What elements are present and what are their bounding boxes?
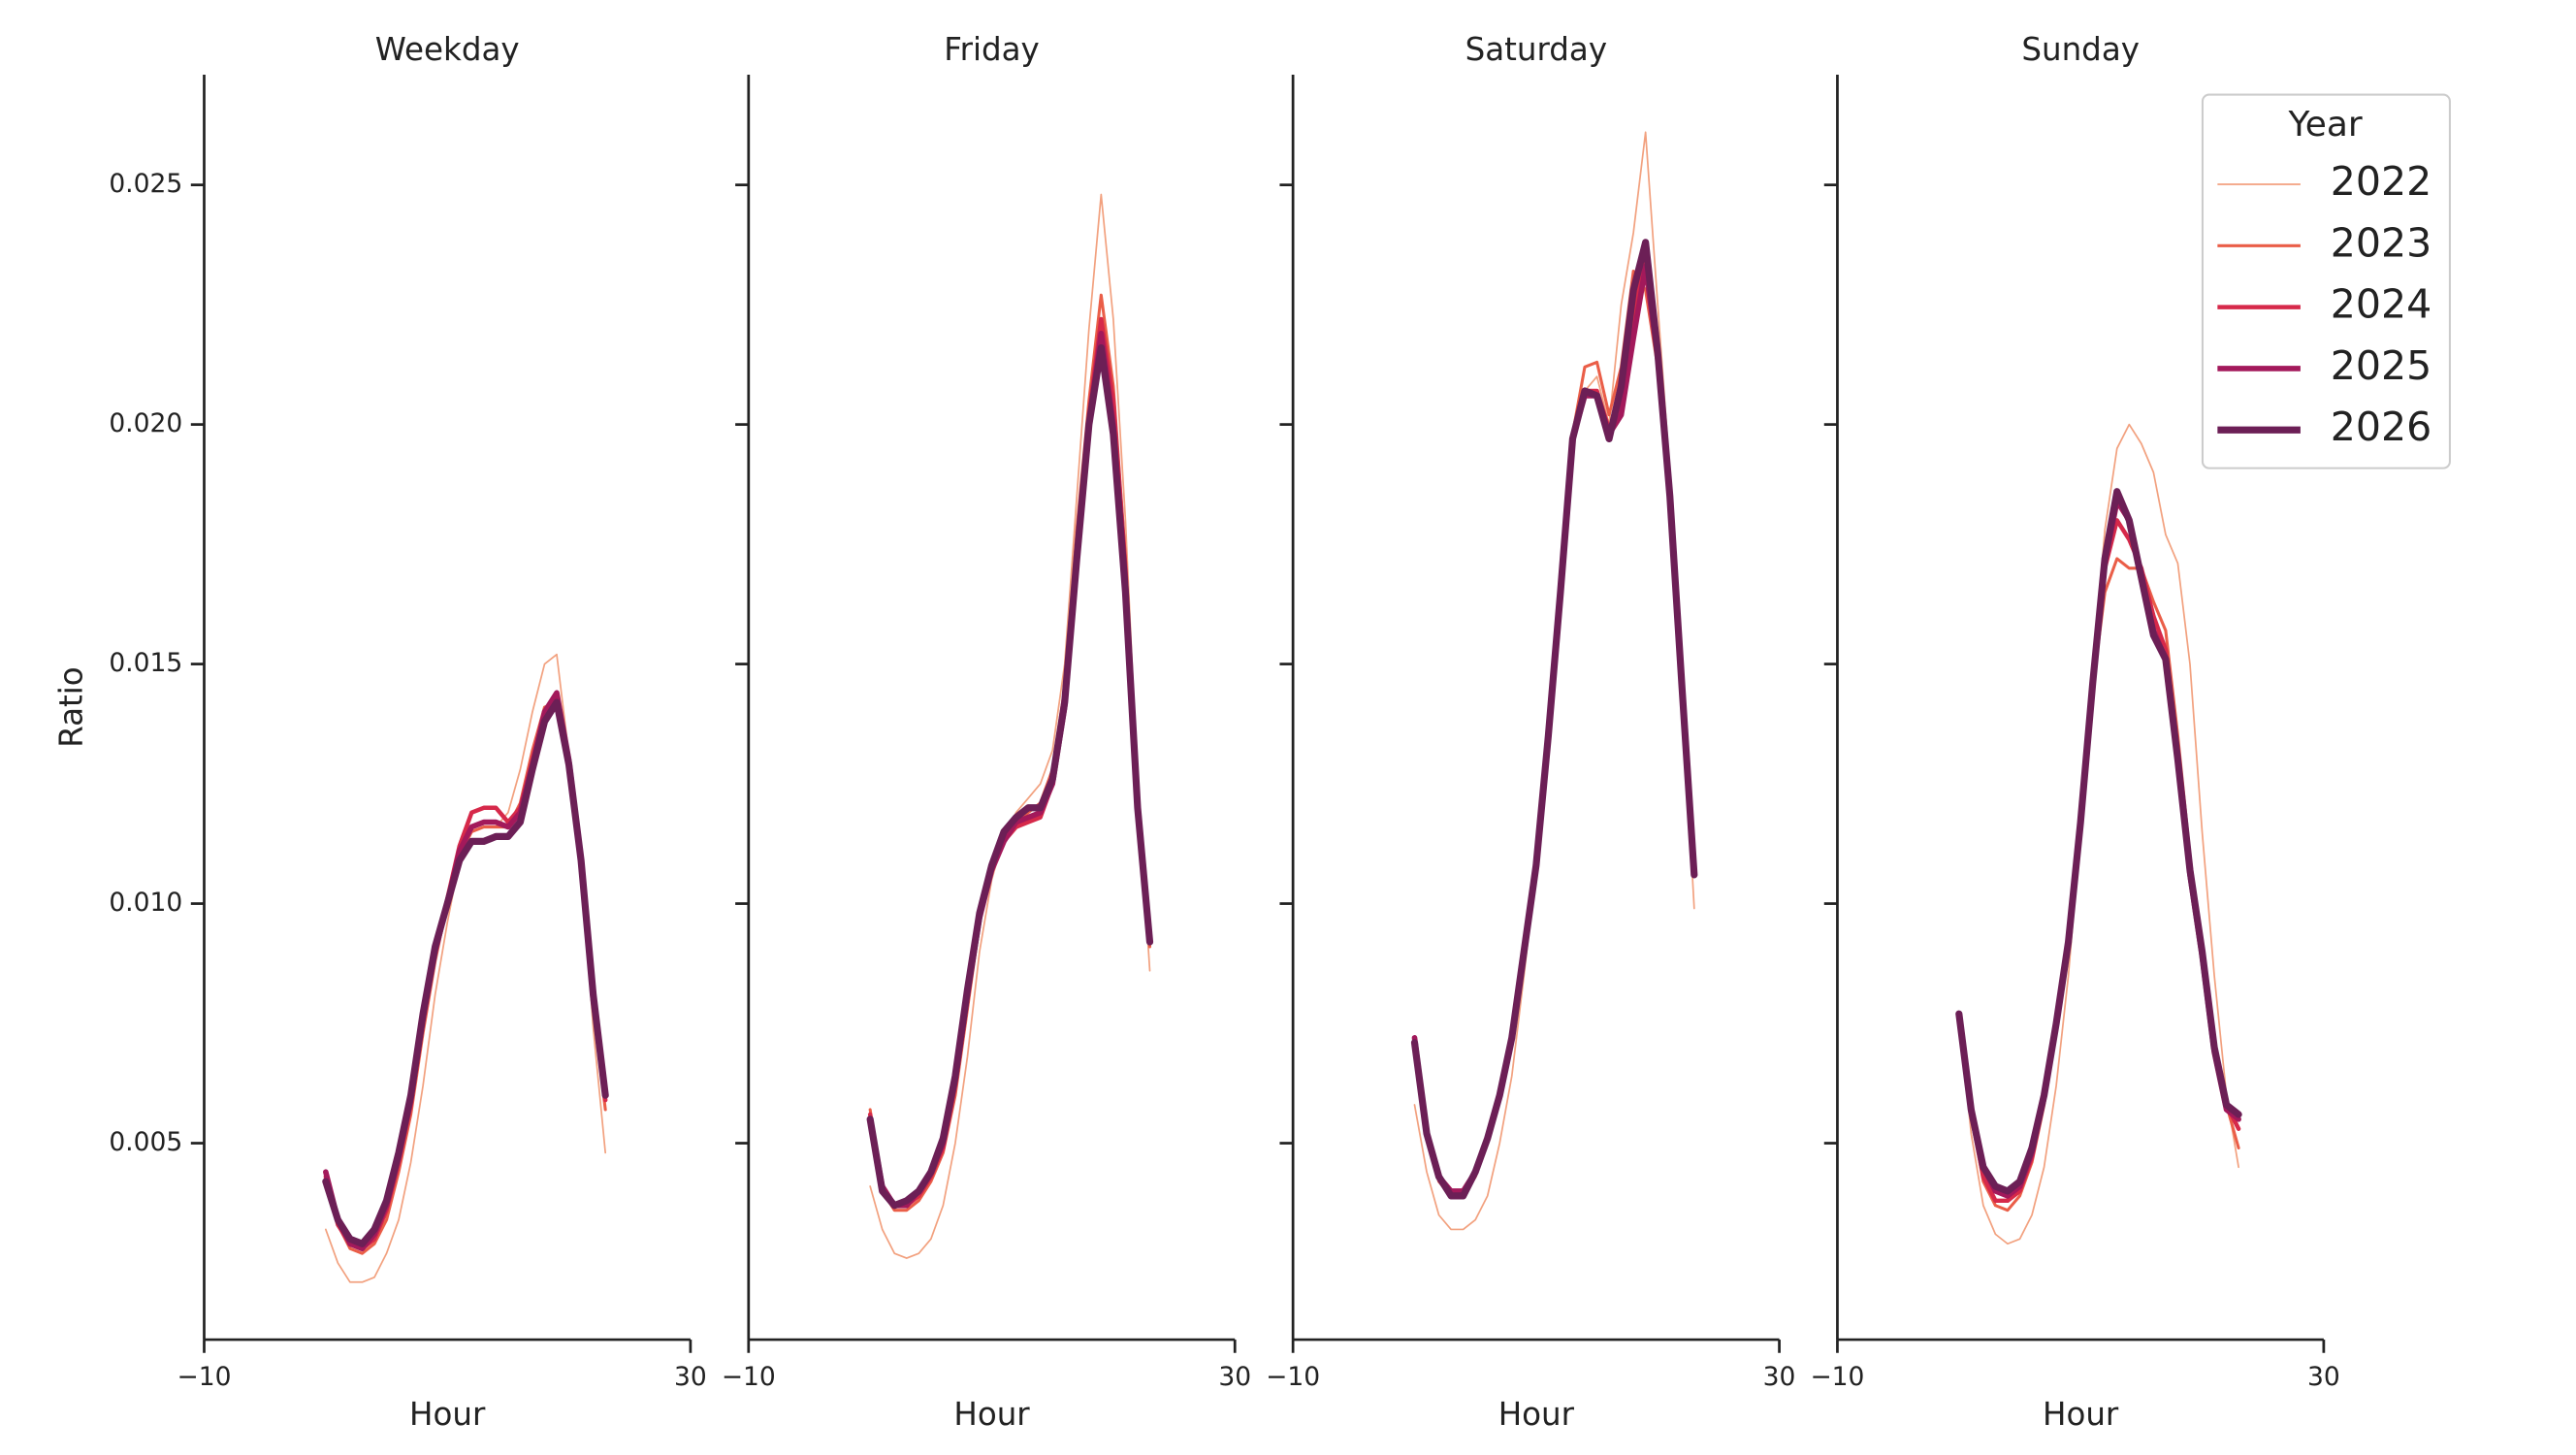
series-line xyxy=(867,330,1153,1209)
x-tick-label: −10 xyxy=(177,1362,232,1392)
x-tick-label: 30 xyxy=(1218,1362,1251,1392)
y-tick-label: 0.020 xyxy=(109,408,182,438)
x-tick-label: −10 xyxy=(1266,1362,1320,1392)
series-line xyxy=(1411,263,1697,1194)
series-line xyxy=(1410,239,1698,1200)
series-line xyxy=(324,700,607,1255)
y-axis-label: Ratio xyxy=(52,666,89,747)
x-axis-label: Hour xyxy=(953,1396,1030,1433)
x-axis-label: Hour xyxy=(2043,1396,2119,1433)
panel-title: Weekday xyxy=(375,31,520,68)
panel-title: Saturday xyxy=(1465,31,1607,68)
legend-box xyxy=(2201,93,2451,469)
series-line xyxy=(1412,249,1697,1194)
x-tick-label: −10 xyxy=(1810,1362,1864,1392)
panel-title: Sunday xyxy=(2021,31,2140,68)
y-tick-label: 0.015 xyxy=(109,648,182,678)
series-line xyxy=(323,690,609,1252)
x-tick-label: 30 xyxy=(674,1362,707,1392)
series-line xyxy=(1955,488,2242,1195)
legend-label: 2023 xyxy=(2331,219,2432,266)
series-line xyxy=(323,695,608,1251)
y-tick-label: 0.005 xyxy=(109,1127,182,1157)
x-axis-label: Hour xyxy=(409,1396,486,1433)
x-tick-label: 30 xyxy=(2307,1362,2340,1392)
series-line xyxy=(866,343,1154,1210)
legend-label: 2022 xyxy=(2331,158,2432,205)
legend-title: Year xyxy=(2288,105,2363,145)
x-tick-label: 30 xyxy=(1763,1362,1796,1392)
legend-label: 2024 xyxy=(2331,281,2432,328)
panel-title: Friday xyxy=(944,31,1040,68)
series-line xyxy=(1412,269,1696,1198)
y-tick-label: 0.025 xyxy=(109,169,182,199)
x-axis-label: Hour xyxy=(1498,1396,1575,1433)
legend-label: 2026 xyxy=(2331,404,2432,450)
series-line xyxy=(322,698,609,1247)
x-tick-label: −10 xyxy=(722,1362,776,1392)
series-line xyxy=(1957,423,2239,1245)
y-tick-label: 0.010 xyxy=(109,888,182,918)
series-line xyxy=(867,316,1152,1208)
legend-label: 2025 xyxy=(2331,342,2432,389)
series-line xyxy=(868,293,1152,1212)
